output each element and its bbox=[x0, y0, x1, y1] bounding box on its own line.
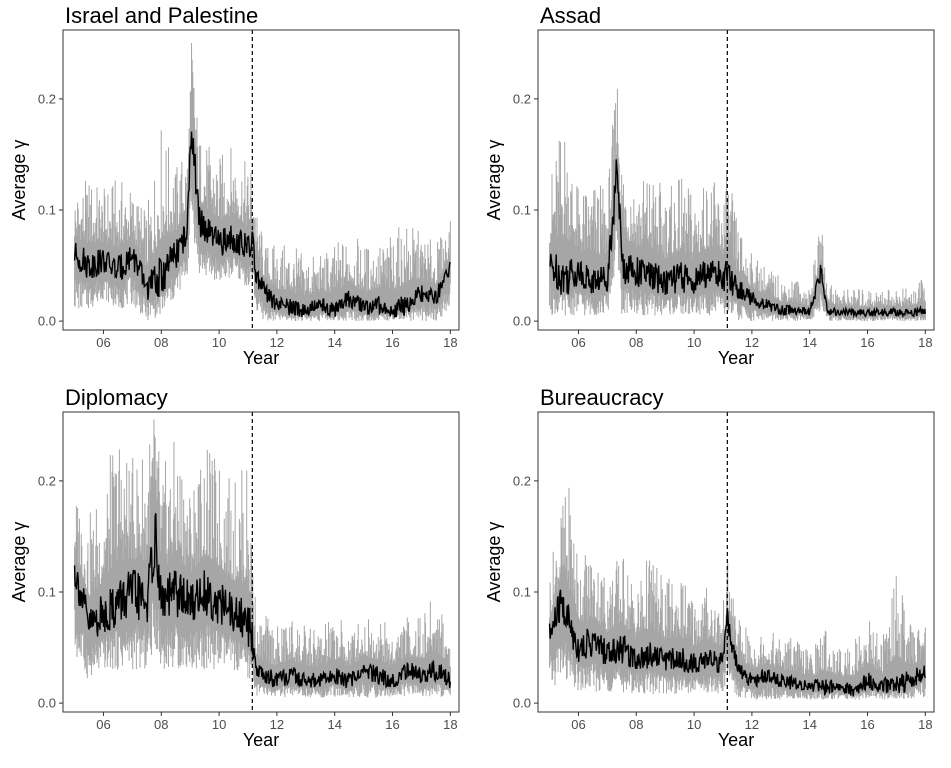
x-axis-label: Year bbox=[718, 730, 754, 750]
y-tick-label: 0.0 bbox=[513, 696, 531, 711]
chart-diplomacy: Diplomacy 06 08 10 12 14 16 18 0.0 0.1 0.2 Year Aver… bbox=[9, 385, 460, 750]
panel-title: Israel and Palestine bbox=[65, 3, 258, 28]
plot-area bbox=[549, 88, 927, 322]
x-tick-label: 16 bbox=[385, 717, 399, 732]
x-tick-label: 18 bbox=[443, 717, 457, 732]
y-tick-label: 0.2 bbox=[513, 473, 531, 488]
x-tick-label: 14 bbox=[802, 717, 816, 732]
panel-diplomacy: Diplomacy 06 08 10 12 14 16 18 0.0 0.1 0.2 Year Aver… bbox=[0, 382, 475, 763]
panel-bureaucracy: Bureaucracy 06 08 10 12 14 16 18 0.0 0.1 0.2 Year Av… bbox=[475, 382, 951, 763]
x-tick-label: 16 bbox=[385, 335, 399, 350]
x-tick-label: 12 bbox=[745, 717, 759, 732]
x-tick-label: 12 bbox=[270, 335, 284, 350]
y-tick-label: 0.0 bbox=[38, 696, 56, 711]
chart-bureaucracy: Bureaucracy 06 08 10 12 14 16 18 0.0 0.1 0.2 Year Av… bbox=[484, 385, 935, 750]
panel-title: Bureaucracy bbox=[540, 385, 664, 410]
x-tick-label: 08 bbox=[154, 335, 168, 350]
x-tick-label: 14 bbox=[802, 335, 816, 350]
panel-israel-palestine: Israel and Palestine 06 08 10 12 14 16 18 0.0 0.1… bbox=[0, 0, 475, 381]
y-axis-label: Average γ bbox=[484, 522, 504, 603]
x-tick-label: 18 bbox=[918, 717, 932, 732]
x-tick-label: 06 bbox=[96, 335, 110, 350]
y-tick-label: 0.0 bbox=[38, 314, 56, 329]
y-axis-label: Average γ bbox=[484, 140, 504, 221]
mean-line bbox=[548, 589, 926, 697]
x-tick-label: 10 bbox=[687, 717, 701, 732]
y-tick-label: 0.1 bbox=[513, 585, 531, 600]
chart-israel-palestine: Israel and Palestine 06 08 10 12 14 16 18 0.0 0.1… bbox=[9, 3, 460, 368]
x-tick-label: 14 bbox=[327, 717, 341, 732]
x-tick-label: 08 bbox=[629, 335, 643, 350]
mean-line bbox=[73, 513, 452, 689]
panel-title: Diplomacy bbox=[65, 385, 168, 410]
y-tick-label: 0.1 bbox=[38, 203, 56, 218]
x-tick-label: 12 bbox=[270, 717, 284, 732]
y-tick-label: 0.1 bbox=[38, 585, 56, 600]
plot-frame bbox=[62, 29, 460, 331]
mean-line bbox=[549, 159, 927, 319]
y-tick-label: 0.0 bbox=[513, 314, 531, 329]
x-axis-label: Year bbox=[243, 730, 279, 750]
x-tick-label: 10 bbox=[687, 335, 701, 350]
plot-area bbox=[73, 419, 452, 698]
x-tick-label: 18 bbox=[918, 335, 932, 350]
y-tick-label: 0.2 bbox=[38, 91, 56, 106]
plot-frame bbox=[62, 411, 460, 713]
panel-assad: Assad 06 08 10 12 14 16 18 0.0 0.1 0.2 Year Average … bbox=[475, 0, 951, 381]
x-tick-label: 08 bbox=[154, 717, 168, 732]
x-tick-label: 06 bbox=[571, 335, 585, 350]
x-tick-label: 08 bbox=[629, 717, 643, 732]
x-tick-label: 06 bbox=[571, 717, 585, 732]
mean-line bbox=[73, 131, 451, 318]
plot-area bbox=[73, 43, 451, 322]
x-tick-label: 10 bbox=[212, 717, 226, 732]
x-tick-label: 16 bbox=[860, 335, 874, 350]
x-axis-label: Year bbox=[718, 348, 754, 368]
x-tick-label: 12 bbox=[745, 335, 759, 350]
x-tick-label: 06 bbox=[96, 717, 110, 732]
panel-title: Assad bbox=[540, 3, 601, 28]
x-tick-label: 16 bbox=[860, 717, 874, 732]
x-axis-label: Year bbox=[243, 348, 279, 368]
x-tick-label: 14 bbox=[327, 335, 341, 350]
plot-area bbox=[548, 487, 926, 700]
y-axis-label: Average γ bbox=[9, 140, 29, 221]
plot-frame bbox=[537, 411, 935, 713]
y-axis-label: Average γ bbox=[9, 522, 29, 603]
y-tick-label: 0.2 bbox=[38, 473, 56, 488]
y-tick-label: 0.1 bbox=[513, 203, 531, 218]
x-tick-label: 10 bbox=[212, 335, 226, 350]
confidence-band bbox=[74, 419, 451, 698]
chart-assad: Assad 06 08 10 12 14 16 18 0.0 0.1 0.2 Year Average … bbox=[484, 3, 935, 368]
plot-frame bbox=[537, 29, 935, 331]
y-tick-label: 0.2 bbox=[513, 91, 531, 106]
x-tick-label: 18 bbox=[443, 335, 457, 350]
